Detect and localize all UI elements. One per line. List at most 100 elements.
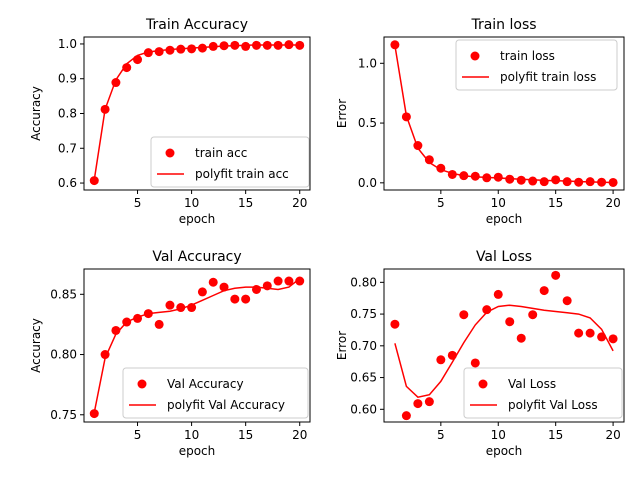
data-point — [413, 141, 423, 151]
data-point — [447, 169, 457, 179]
y-tick-label: 0.0 — [358, 176, 377, 190]
x-tick-label: 15 — [238, 196, 253, 210]
data-point — [122, 317, 132, 327]
data-point — [401, 112, 411, 122]
data-point — [390, 319, 400, 329]
legend-label: polyfit train loss — [500, 70, 596, 84]
legend-label: polyfit train acc — [195, 167, 289, 181]
legend-box — [463, 367, 623, 419]
data-point — [459, 310, 469, 320]
data-point — [424, 397, 434, 407]
legend-marker — [478, 379, 488, 389]
subplot-4: Val Loss 5 10 15 20 0.60 0.65 0.70 0.75 0.80 epoch… — [335, 249, 625, 458]
x-tick-label: 10 — [491, 196, 506, 210]
data-point — [273, 276, 283, 286]
y-tick-label: 0.8 — [58, 107, 77, 121]
data-point — [154, 47, 164, 57]
data-point — [608, 177, 618, 187]
x-tick-label: 15 — [548, 196, 563, 210]
y-tick-label: 0.75 — [50, 408, 77, 422]
legend-label: Val Accuracy — [167, 377, 244, 391]
data-point — [100, 350, 110, 360]
axes-frame — [83, 268, 311, 423]
y-tick-label: 0.75 — [350, 307, 377, 321]
data-point — [585, 328, 595, 338]
data-point — [89, 409, 99, 419]
data-point — [470, 171, 480, 181]
chart-title: Val Loss — [476, 249, 532, 265]
data-point — [447, 350, 457, 360]
data-point — [413, 399, 423, 409]
legend-box — [455, 39, 618, 91]
x-axis-label: epoch — [486, 444, 523, 458]
y-tick-label: 0.70 — [350, 339, 377, 353]
y-tick-label: 0.60 — [350, 402, 377, 416]
data-point — [208, 277, 218, 287]
chart-title: Val Accuracy — [152, 249, 241, 265]
data-point — [424, 155, 434, 165]
data-point — [608, 334, 618, 344]
subplot-3: Val Accuracy 5 10 15 20 0.75 0.80 0.85 epoch Accu… — [29, 249, 311, 458]
y-tick-label: 0.5 — [358, 116, 377, 130]
data-point — [493, 172, 503, 182]
data-point — [574, 177, 584, 187]
data-point — [505, 317, 515, 327]
subplot-1: Train Accuracy 5 10 15 20 0.6 0.7 0.8 0.9 1.0 epoc… — [29, 17, 311, 226]
data-point — [111, 78, 121, 88]
data-point — [585, 177, 595, 187]
data-point — [295, 40, 305, 50]
x-tick-label: 15 — [238, 428, 253, 442]
fit-line — [394, 304, 614, 399]
data-point — [482, 173, 492, 183]
data-point — [516, 175, 526, 185]
x-tick-label: 5 — [437, 196, 445, 210]
data-point — [154, 319, 164, 329]
data-point — [89, 176, 99, 186]
legend-marker — [165, 148, 175, 158]
axes-frame — [383, 268, 625, 423]
data-point — [176, 44, 186, 54]
data-point — [241, 294, 251, 304]
legend-label: polyfit Val Accuracy — [167, 398, 285, 412]
data-point — [539, 177, 549, 187]
data-point — [505, 174, 515, 184]
x-tick-label: 20 — [292, 428, 307, 442]
y-axis-label: Error — [335, 99, 349, 128]
data-point — [597, 332, 607, 342]
legend-marker — [137, 379, 147, 389]
legend-label: Val Loss — [508, 377, 556, 391]
data-point — [295, 276, 305, 286]
y-axis-label: Accuracy — [29, 318, 43, 373]
x-axis-label: epoch — [179, 212, 216, 226]
data-point — [493, 289, 503, 299]
legend: train loss polyfit train loss — [455, 39, 618, 91]
data-point — [208, 41, 218, 51]
y-tick-label: 0.80 — [350, 275, 377, 289]
data-point — [551, 175, 561, 185]
data-point — [262, 40, 272, 50]
data-point — [219, 41, 229, 51]
legend-label: polyfit Val Loss — [508, 398, 598, 412]
data-point — [230, 40, 240, 50]
y-tick-label: 0.85 — [50, 287, 77, 301]
chart-title: Train loss — [470, 17, 536, 33]
y-tick-label: 1.0 — [58, 37, 77, 51]
data-point — [251, 40, 261, 50]
data-point — [100, 104, 110, 114]
chart-title: Train Accuracy — [145, 17, 248, 33]
legend-label: train loss — [500, 49, 555, 63]
data-point — [562, 296, 572, 306]
data-point — [482, 305, 492, 315]
y-tick-label: 0.9 — [58, 72, 77, 86]
x-tick-label: 15 — [548, 428, 563, 442]
data-point — [470, 358, 480, 368]
data-point — [459, 171, 469, 181]
data-point — [390, 40, 400, 50]
legend: train acc polyfit train acc — [150, 136, 310, 188]
data-point — [284, 276, 294, 286]
x-tick-label: 5 — [437, 428, 445, 442]
data-point — [284, 40, 294, 50]
data-point — [197, 43, 207, 53]
x-tick-label: 20 — [605, 428, 620, 442]
data-point — [165, 300, 175, 310]
